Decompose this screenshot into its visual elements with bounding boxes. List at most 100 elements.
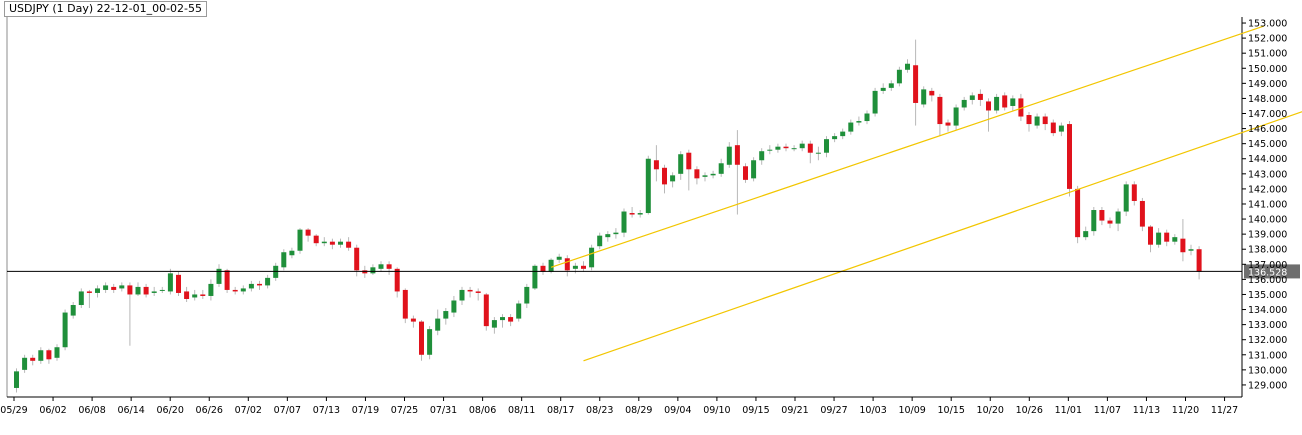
time-tick-label: 10/15	[938, 405, 965, 416]
candle-body	[62, 312, 68, 348]
candle-body	[386, 264, 392, 269]
candle-down	[564, 255, 570, 277]
candle-body	[103, 285, 109, 290]
candle-up	[751, 157, 757, 182]
candle-body	[945, 122, 951, 126]
candle-up	[38, 347, 44, 364]
candle-down	[46, 348, 52, 364]
candle-up	[265, 274, 271, 289]
time-tick-label: 09/21	[781, 405, 808, 416]
candle-body	[475, 291, 481, 293]
candle-down	[419, 320, 424, 361]
price-tick-label: 134.000	[1248, 305, 1287, 316]
candle-up	[815, 146, 821, 161]
candle-body	[208, 283, 214, 296]
candle-body	[589, 247, 595, 268]
candle-body	[22, 357, 28, 370]
time-tick-label: 10/20	[977, 405, 1004, 416]
candle-body	[297, 229, 303, 251]
candle-body	[921, 89, 927, 105]
candle-body	[1034, 116, 1040, 126]
candle-body	[986, 101, 991, 111]
candle-up	[338, 238, 343, 248]
time-tick-label: 08/29	[625, 405, 652, 416]
candle-body	[556, 256, 562, 260]
candle-down	[1099, 207, 1105, 226]
candle-down	[402, 288, 408, 324]
price-tick-label: 138.000	[1248, 245, 1287, 256]
candle-down	[783, 143, 789, 152]
price-tick-label: 132.000	[1248, 335, 1287, 346]
candle-up	[621, 208, 627, 238]
candle-down	[1148, 225, 1153, 253]
candle-body	[734, 145, 740, 165]
candle-up	[1083, 226, 1089, 241]
candle-body	[491, 320, 497, 328]
last-price-line-layer: 136.528	[7, 264, 1300, 279]
candle-up	[95, 285, 100, 298]
candle-body	[961, 99, 967, 108]
candle-body	[856, 121, 862, 123]
candle-up	[289, 247, 295, 259]
candle-body	[532, 265, 538, 289]
candle-up	[516, 300, 522, 322]
candle-down	[1050, 119, 1056, 137]
price-tick-label: 140.000	[1248, 215, 1287, 226]
candle-body	[338, 241, 343, 245]
candle-down	[176, 271, 181, 296]
candle-down	[30, 354, 36, 366]
candle-up	[103, 282, 109, 293]
candle-body	[329, 241, 335, 245]
candle-body	[1115, 211, 1121, 224]
chart-title: USDJPY (1 Day) 22-12-01_00-02-55	[4, 1, 208, 17]
candle-down	[224, 268, 230, 293]
candle-up	[248, 280, 254, 292]
time-tick-label: 11/13	[1133, 405, 1160, 416]
candle-up	[710, 170, 716, 179]
candle-up	[1156, 228, 1162, 248]
candle-up	[451, 295, 457, 318]
candle-body	[807, 143, 813, 153]
candle-up	[864, 110, 870, 125]
price-tick-label: 144.000	[1248, 154, 1287, 165]
candle-body	[346, 241, 352, 248]
candle-up	[1091, 207, 1097, 236]
candle-up	[848, 119, 854, 135]
candle-up	[22, 354, 28, 373]
candle-down	[929, 87, 935, 102]
candle-body	[232, 289, 238, 292]
candle-down	[1026, 112, 1032, 132]
candle-body	[135, 286, 141, 295]
candle-down	[937, 93, 943, 137]
candle-down	[540, 262, 546, 275]
candle-body	[694, 169, 700, 179]
candle-down	[346, 237, 352, 251]
candle-down	[1075, 185, 1081, 244]
time-tick-label: 08/11	[508, 405, 535, 416]
candle-body	[524, 286, 530, 304]
candle-body	[451, 300, 457, 313]
candle-body	[572, 265, 578, 269]
time-tick-label: 09/15	[742, 405, 769, 416]
candle-body	[905, 63, 910, 70]
candle-body	[629, 213, 635, 215]
candle-body	[70, 305, 76, 316]
candle-body	[1050, 122, 1056, 134]
candle-down	[945, 119, 951, 132]
channel-lines-layer	[550, 25, 1302, 362]
candle-up	[856, 116, 862, 126]
candle-up	[597, 232, 603, 250]
candle-body	[540, 265, 546, 272]
candle-up	[969, 92, 975, 105]
candle-up	[70, 302, 76, 319]
candle-down	[913, 39, 919, 126]
candle-body	[743, 166, 748, 180]
candle-body	[726, 146, 732, 165]
candle-up	[54, 344, 60, 361]
candle-down	[1067, 121, 1072, 197]
candle-up	[702, 172, 708, 182]
candle-down	[143, 283, 149, 298]
time-tick-label: 07/02	[235, 405, 262, 416]
price-tick-label: 136.000	[1248, 275, 1287, 286]
candle-body	[257, 283, 262, 286]
